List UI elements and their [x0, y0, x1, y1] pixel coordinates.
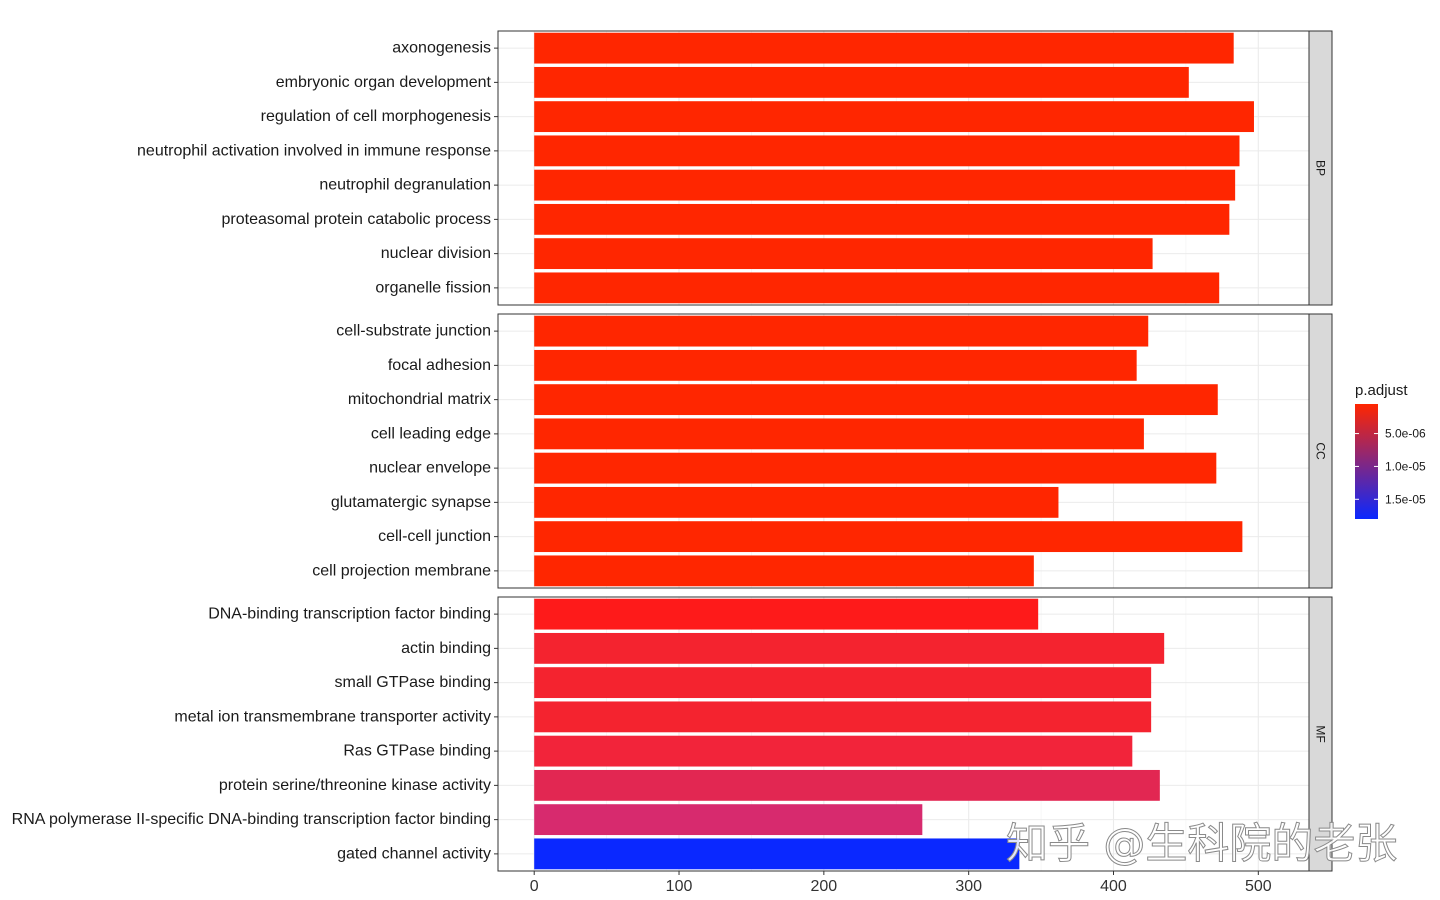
- bar: [534, 521, 1243, 553]
- category-label: protein serine/threonine kinase activity: [219, 777, 491, 794]
- bar: [534, 486, 1059, 518]
- category-label: nuclear division: [381, 245, 491, 262]
- x-tick-label: 100: [666, 878, 693, 895]
- bar: [534, 203, 1230, 235]
- category-label: cell-cell junction: [378, 528, 491, 545]
- legend-tick-label: 1.0e-05: [1385, 459, 1426, 473]
- category-label: metal ion transmembrane transporter acti…: [174, 708, 491, 725]
- facet-strip-label: BP: [1314, 160, 1328, 176]
- category-label: focal adhesion: [388, 357, 491, 374]
- bar: [534, 66, 1189, 98]
- category-label: cell projection membrane: [312, 562, 491, 579]
- bar: [534, 769, 1160, 801]
- category-label: nuclear envelope: [369, 460, 491, 477]
- category-label: axonogenesis: [392, 40, 491, 57]
- facet-panels: BP axonogenesis embryonic organ developmen…: [12, 30, 1333, 872]
- bar: [534, 555, 1034, 587]
- facet-panel-cc: CC cell-substrate junction focal adhesion m…: [312, 313, 1333, 589]
- x-tick-label: 500: [1245, 878, 1272, 895]
- category-label: neutrophil degranulation: [319, 177, 491, 194]
- facet-panel-bp: BP axonogenesis embryonic organ developmen…: [137, 30, 1333, 306]
- bar: [534, 384, 1218, 416]
- bar: [534, 315, 1149, 347]
- category-label: cell-substrate junction: [336, 323, 491, 340]
- watermark-text: 知乎 @生科院的老张: [1006, 819, 1397, 868]
- bar: [534, 272, 1220, 304]
- facet-strip-label: CC: [1314, 442, 1328, 460]
- category-label: Ras GTPase binding: [343, 743, 491, 760]
- x-tick-label: 200: [810, 878, 837, 895]
- color-legend: p.adjust 5.0e-06 1.0e-05 1.5e-05: [1355, 382, 1426, 519]
- x-tick-label: 400: [1100, 878, 1127, 895]
- legend-tick-label: 1.5e-05: [1385, 492, 1426, 506]
- bar: [534, 169, 1236, 201]
- bar: [534, 667, 1152, 699]
- category-label: gated channel activity: [337, 845, 491, 862]
- category-label: glutamatergic synapse: [331, 494, 491, 511]
- bar: [534, 32, 1234, 64]
- bar: [534, 838, 1020, 870]
- facet-strip: [1308, 596, 1333, 872]
- category-label: neutrophil activation involved in immune…: [137, 142, 491, 159]
- bar: [534, 238, 1153, 270]
- category-label: mitochondrial matrix: [348, 391, 491, 408]
- category-label: cell leading edge: [371, 425, 491, 442]
- bar: [534, 598, 1039, 630]
- category-label: RNA polymerase II-specific DNA-binding t…: [12, 811, 491, 828]
- bar: [534, 135, 1240, 167]
- facet-strip: [1308, 30, 1333, 306]
- legend-tick-label: 5.0e-06: [1385, 427, 1426, 441]
- bar: [534, 349, 1137, 381]
- x-tick-label: 300: [955, 878, 982, 895]
- category-label: embryonic organ development: [276, 74, 492, 91]
- category-label: proteasomal protein catabolic process: [222, 211, 491, 228]
- bar: [534, 452, 1217, 484]
- facet-panel-mf: MF DNA-binding transcription factor bindi…: [12, 596, 1333, 872]
- bar: [534, 101, 1254, 133]
- category-label: DNA-binding transcription factor binding: [208, 606, 491, 623]
- category-label: organelle fission: [375, 279, 491, 296]
- bar: [534, 632, 1165, 664]
- bar: [534, 735, 1133, 767]
- category-label: actin binding: [401, 640, 491, 657]
- legend-colorbar: [1355, 404, 1378, 519]
- facet-strip-label: MF: [1314, 725, 1328, 742]
- legend-title: p.adjust: [1355, 382, 1408, 399]
- bar: [534, 804, 923, 836]
- category-label: small GTPase binding: [334, 674, 491, 691]
- facet-strip: [1308, 313, 1333, 589]
- bar: [534, 418, 1144, 450]
- x-axis: 0 100 200 300 400 500: [530, 871, 1272, 895]
- category-label: regulation of cell morphogenesis: [261, 108, 491, 125]
- bar: [534, 701, 1152, 733]
- x-tick-label: 0: [530, 878, 539, 895]
